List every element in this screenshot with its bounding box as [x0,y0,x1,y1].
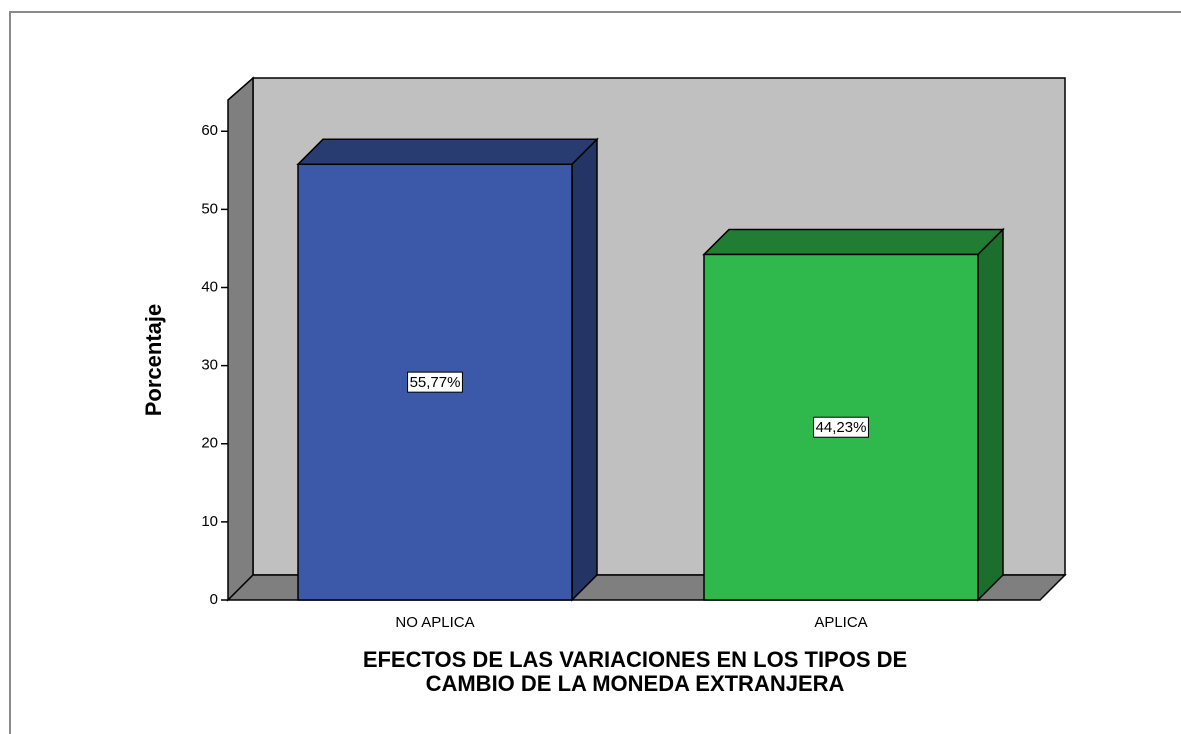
value-label: 44,23% [816,419,867,436]
bar-top [702,228,1005,256]
y-tick-label: 50 [201,200,218,217]
plot: 0 10 20 30 40 50 60 55,77% NO APLICA 44,23% APLICA [201,76,1067,631]
y-tick-label: 40 [201,278,218,295]
y-tick-label: 10 [201,513,218,530]
bar-top [296,138,599,166]
x-tick-label: APLICA [814,614,867,631]
x-tick-label: NO APLICA [395,614,474,631]
value-label: 55,77% [410,374,461,391]
y-tick-label: 60 [201,122,218,139]
y-tick-label: 30 [201,357,218,374]
value-label-box [813,416,869,438]
x-axis-title: EFECTOS DE LAS VARIACIONES EN LOS TIPOS … [363,647,907,672]
bar-side [977,227,1004,602]
x-axis-title: CAMBIO DE LA MONEDA EXTRANJERA [426,671,845,696]
y-axis-title: Porcentaje [141,304,166,417]
side-wall [227,76,254,602]
y-tick-label: 20 [201,435,218,452]
y-tick-label: 0 [210,591,218,608]
value-label-box [407,371,463,393]
bar-side [571,137,598,602]
